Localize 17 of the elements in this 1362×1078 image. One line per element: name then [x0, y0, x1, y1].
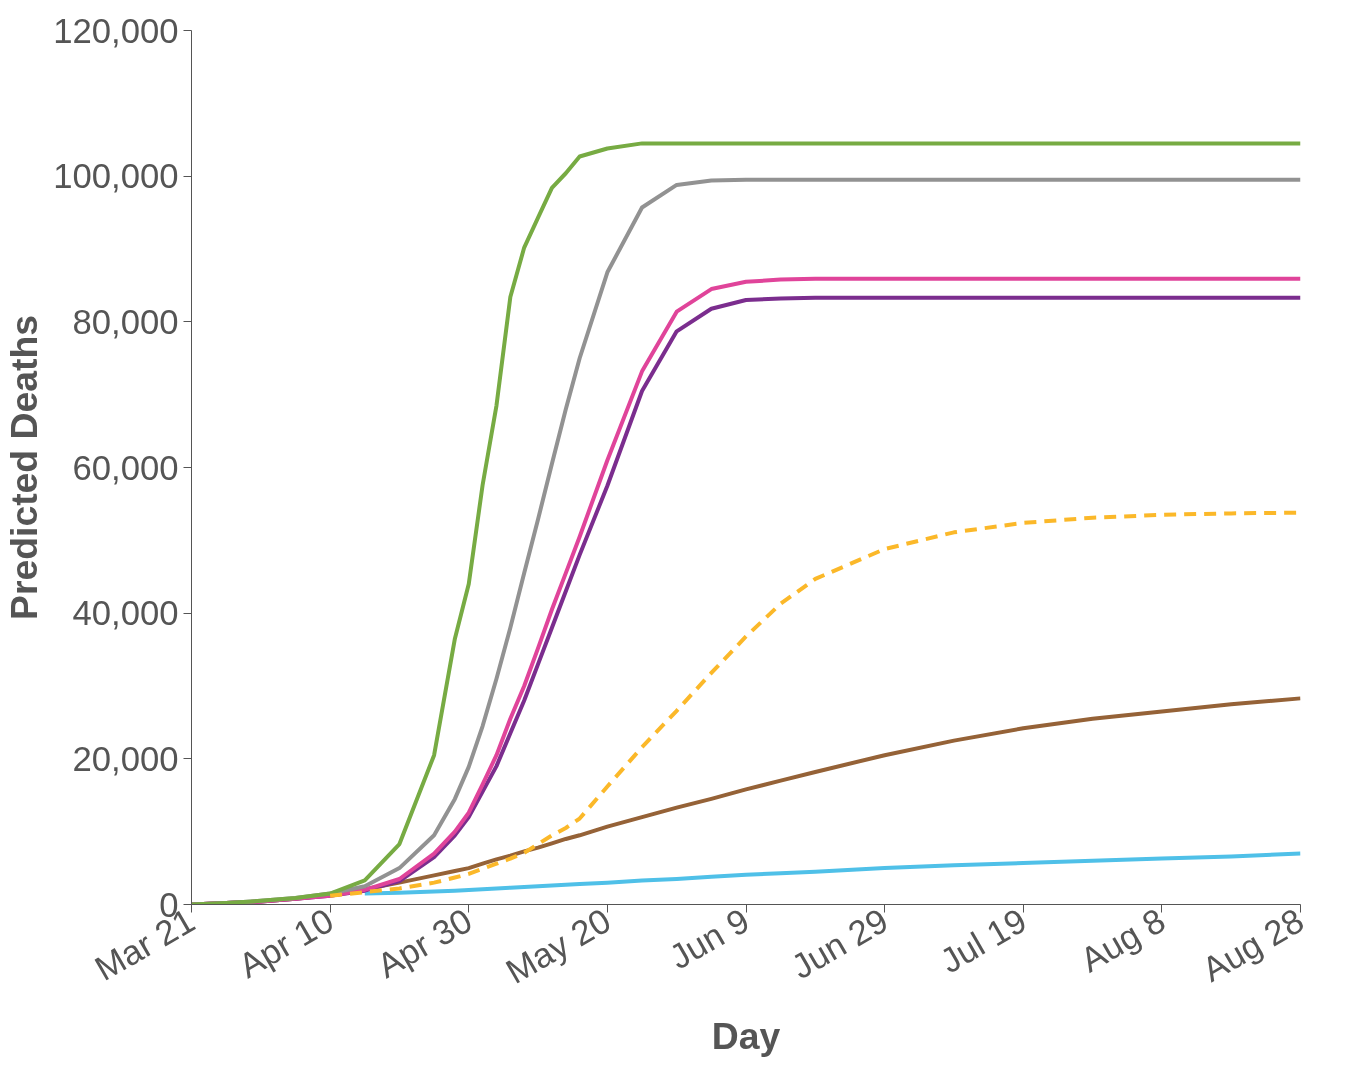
- line-series: [362, 851, 1301, 896]
- y-tick-label: 100,000: [53, 157, 179, 196]
- x-tick-label: Apr 10: [232, 901, 340, 986]
- x-tick-label: Apr 30: [370, 901, 479, 986]
- x-tick-label: Jul 19: [933, 901, 1033, 981]
- y-tick-label: 40,000: [72, 594, 179, 633]
- y-tick-label: 80,000: [72, 302, 179, 341]
- x-tick-label: Aug 28: [1195, 901, 1310, 989]
- y-axis-title: Predicted Deaths: [3, 315, 46, 620]
- y-tick-label: 20,000: [72, 739, 179, 778]
- x-tick-label: Jun 9: [663, 901, 756, 977]
- x-tick-label: Aug 8: [1073, 901, 1172, 980]
- y-tick-label: 60,000: [72, 448, 179, 487]
- x-tick-label: May 20: [499, 901, 617, 991]
- x-tick-label: Jun 29: [785, 901, 895, 986]
- y-tick-label: 120,000: [53, 11, 179, 50]
- x-axis-title: Day: [711, 1015, 781, 1058]
